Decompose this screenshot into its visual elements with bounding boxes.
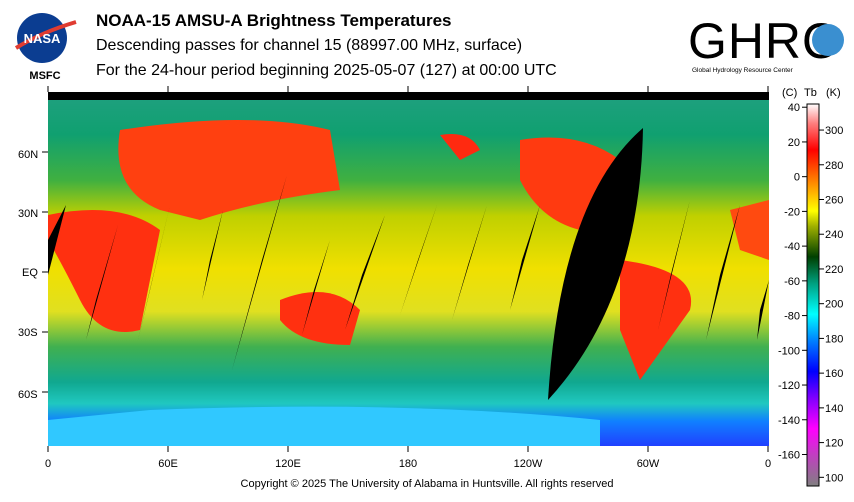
kelvin-tick-label: 260 (825, 195, 843, 207)
kelvin-tick-label: 160 (825, 368, 843, 380)
x-tick-label: 120W (514, 458, 543, 470)
celsius-tick-label: -100 (778, 345, 800, 357)
x-tick-label: 0 (45, 458, 51, 470)
celsius-tick-label: 40 (788, 102, 800, 114)
kelvin-tick-label: 300 (825, 125, 843, 137)
kelvin-tick-label: 220 (825, 264, 843, 276)
chart-subtitle: Descending passes for channel 15 (88997.… (96, 37, 523, 54)
kelvin-tick-label: 140 (825, 403, 843, 415)
land-masses (48, 120, 769, 446)
missing-swaths (48, 128, 769, 400)
y-tick-label: 60N (18, 149, 38, 161)
celsius-tick-label: -140 (778, 415, 800, 427)
colorbar-label-tb: Tb (804, 87, 817, 99)
kelvin-tick-label: 180 (825, 333, 843, 345)
chart-title: NOAA-15 AMSU-A Brightness Temperatures (96, 11, 452, 30)
colorbar (806, 103, 820, 487)
y-tick-label: 30N (18, 208, 38, 220)
celsius-tick-label: -120 (778, 380, 800, 392)
celsius-tick-label: -160 (778, 449, 800, 461)
celsius-tick-label: 20 (788, 137, 800, 149)
kelvin-tick-label: 120 (825, 438, 843, 450)
celsius-tick-label: -20 (784, 206, 800, 218)
missing-band (48, 92, 769, 100)
celsius-tick-label: 0 (794, 172, 800, 184)
colorbar-label-celsius: (C) (782, 87, 797, 99)
celsius-tick-label: -40 (784, 241, 800, 253)
ghrc-logo: GHRC Global Hydrology Resource Center (688, 13, 844, 74)
x-tick-label: 120E (275, 458, 301, 470)
celsius-tick-label: -80 (784, 311, 800, 323)
svg-text:Global Hydrology Resource Cent: Global Hydrology Resource Center (692, 67, 794, 74)
x-tick-label: 180 (399, 458, 417, 470)
kelvin-tick-label: 100 (825, 472, 843, 484)
svg-text:NASA: NASA (24, 31, 61, 46)
kelvin-tick-label: 280 (825, 160, 843, 172)
msfc-label: MSFC (29, 70, 60, 82)
colorbar-label-kelvin: (K) (826, 87, 841, 99)
copyright: Copyright © 2025 The University of Alaba… (240, 478, 614, 490)
celsius-tick-label: -60 (784, 276, 800, 288)
kelvin-tick-label: 240 (825, 229, 843, 241)
x-tick-label: 60E (158, 458, 178, 470)
nasa-logo: NASA MSFC (14, 13, 77, 82)
x-tick-label: 0 (765, 458, 771, 470)
y-tick-label: 30S (18, 327, 38, 339)
x-tick-label: 60W (637, 458, 660, 470)
y-tick-label: 60S (18, 389, 38, 401)
chart-period: For the 24-hour period beginning 2025-05… (96, 62, 557, 79)
y-tick-label: EQ (22, 267, 38, 279)
kelvin-tick-label: 200 (825, 299, 843, 311)
